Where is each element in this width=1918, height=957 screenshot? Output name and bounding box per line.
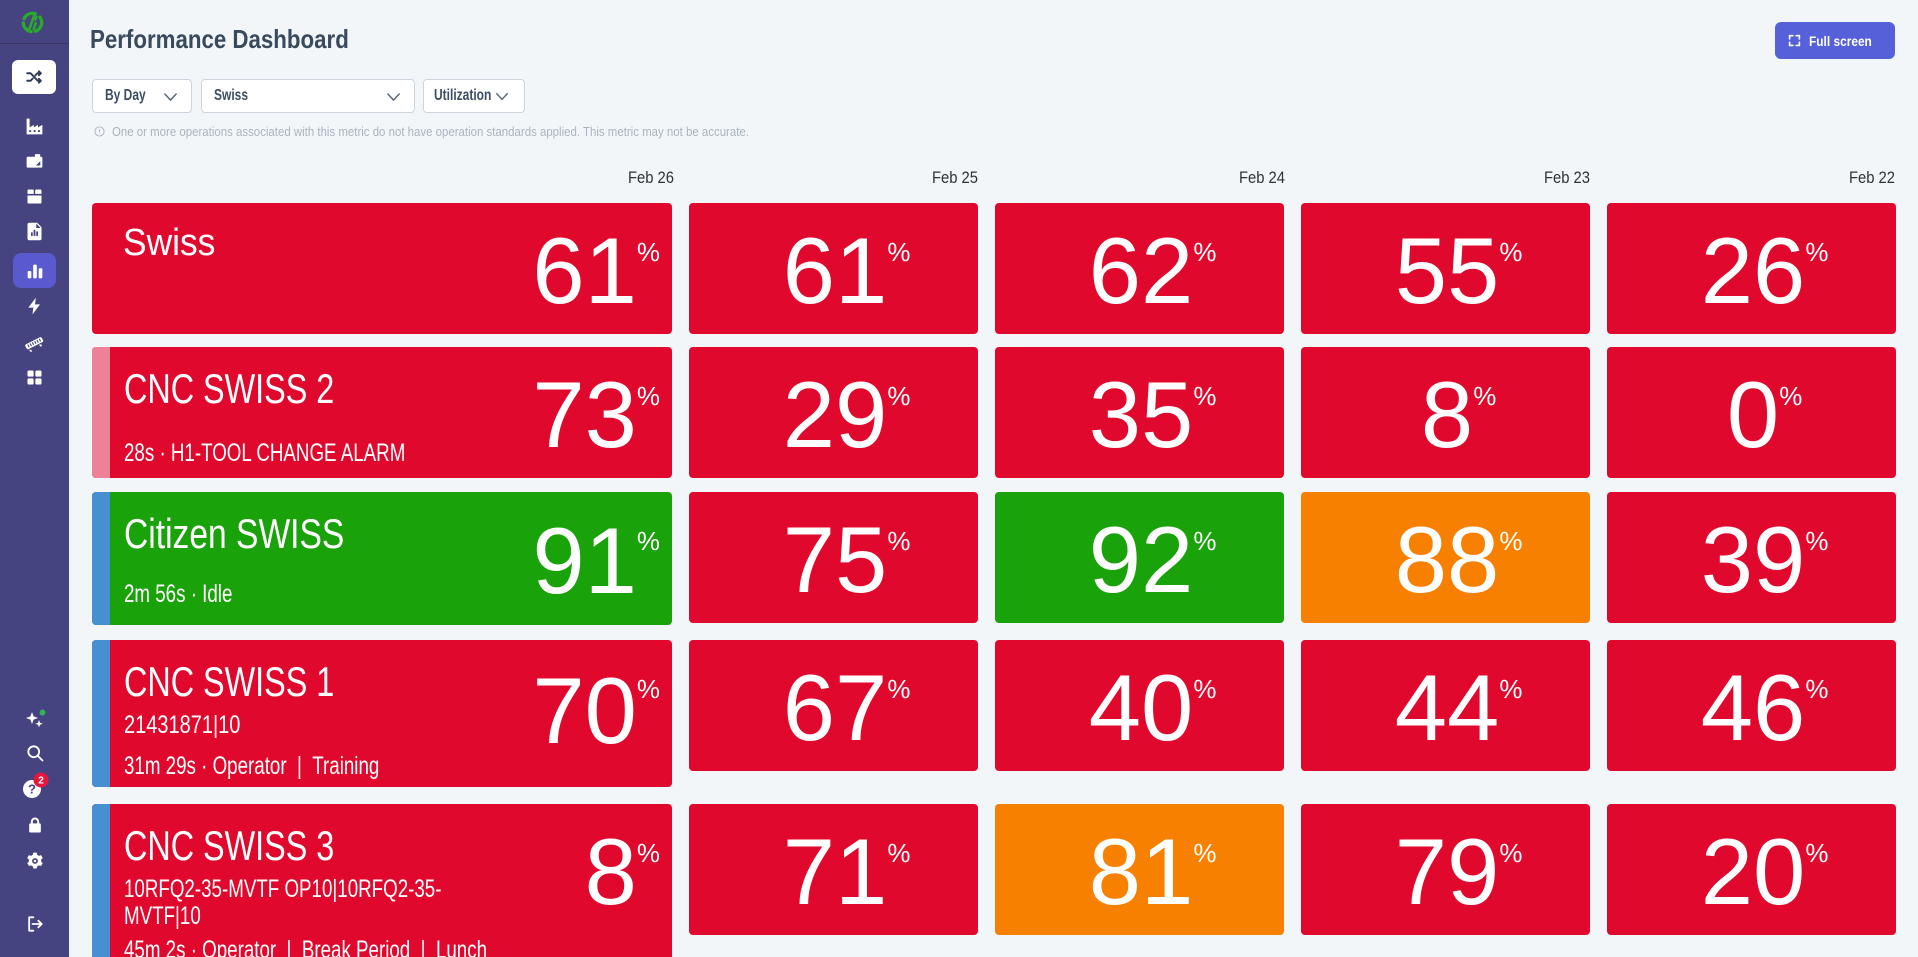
- svg-text:?: ?: [28, 782, 36, 797]
- svg-text:2: 2: [38, 776, 44, 787]
